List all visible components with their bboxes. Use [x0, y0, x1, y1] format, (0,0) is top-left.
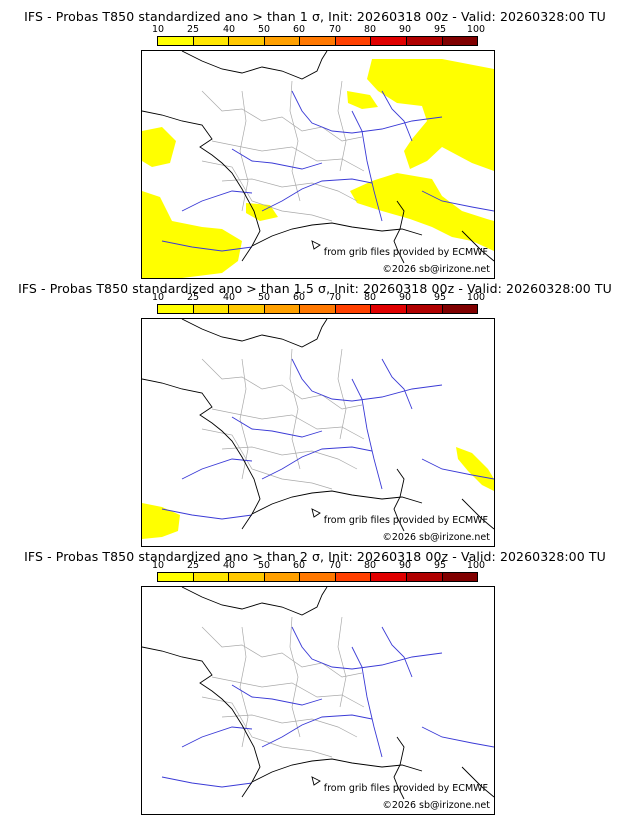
- tick-label: 80: [363, 24, 377, 35]
- colorbar-segment: [158, 305, 194, 313]
- tick-label: 95: [433, 24, 447, 35]
- credit-grib: from grib files provided by ECMWF: [323, 783, 488, 794]
- credit-copyright: ©2026 sb@irizone.net: [382, 532, 490, 543]
- tick-label: 100: [466, 24, 486, 35]
- colorbar-segment: [229, 305, 265, 313]
- tick-label: 80: [363, 560, 377, 571]
- prob-area-iberia: [142, 503, 180, 539]
- prob-area-northeast: [367, 59, 494, 171]
- colorbar: [157, 572, 478, 582]
- colorbar-segment: [229, 37, 265, 45]
- colorbar-segment: [158, 37, 194, 45]
- tick-label: 40: [222, 292, 236, 303]
- map-svg: [142, 51, 494, 278]
- tick-label: 25: [186, 24, 200, 35]
- tick-label: 100: [466, 560, 486, 571]
- colorbar-segment: [300, 305, 336, 313]
- colorbar-segment: [193, 37, 230, 45]
- tick-label: 60: [292, 24, 306, 35]
- colorbar-segment: [193, 305, 230, 313]
- tick-label: 60: [292, 292, 306, 303]
- prob-area-atlantic: [142, 127, 176, 167]
- tick-label: 80: [363, 292, 377, 303]
- tick-label: 90: [398, 560, 412, 571]
- tick-label: 10: [151, 292, 165, 303]
- tick-label: 40: [222, 560, 236, 571]
- credit-grib: from grib files provided by ECMWF: [323, 515, 488, 526]
- colorbar-segment: [335, 573, 372, 581]
- tick-label: 25: [186, 292, 200, 303]
- colorbar-segment: [442, 37, 478, 45]
- tick-label: 50: [257, 24, 271, 35]
- colorbar-segment: [371, 37, 407, 45]
- credit-copyright: ©2026 sb@irizone.net: [382, 264, 490, 275]
- colorbar-tick-labels: 10 25 40 50 60 70 80 90 95 100: [141, 25, 496, 35]
- panel-title: IFS - Probas T850 standardized ano > tha…: [24, 9, 606, 24]
- colorbar-tick-labels: 10 25 40 50 60 70 80 90 95 100: [141, 561, 496, 571]
- tick-label: 70: [328, 560, 342, 571]
- prob-area-italy: [456, 447, 494, 491]
- colorbar-segment: [371, 305, 407, 313]
- tick-label: 90: [398, 24, 412, 35]
- probability-map: from grib files provided by ECMWF ©2026 …: [141, 50, 495, 279]
- colorbar-segment: [406, 305, 443, 313]
- tick-label: 10: [151, 24, 165, 35]
- tick-label: 95: [433, 560, 447, 571]
- prob-area-alps: [350, 173, 494, 251]
- map-svg: [142, 587, 494, 800]
- colorbar-segment: [264, 305, 301, 313]
- tick-label: 100: [466, 292, 486, 303]
- colorbar-segment: [300, 573, 336, 581]
- colorbar-segment: [264, 37, 301, 45]
- tick-label: 40: [222, 24, 236, 35]
- colorbar-segment: [406, 573, 443, 581]
- colorbar-segment: [371, 573, 407, 581]
- colorbar-segment: [406, 37, 443, 45]
- credit-copyright: ©2026 sb@irizone.net: [382, 800, 490, 811]
- colorbar-segment: [335, 37, 372, 45]
- tick-label: 90: [398, 292, 412, 303]
- tick-label: 95: [433, 292, 447, 303]
- probability-map: from grib files provided by ECMWF ©2026 …: [141, 318, 495, 547]
- tick-label: 60: [292, 560, 306, 571]
- colorbar-segment: [300, 37, 336, 45]
- credit-grib: from grib files provided by ECMWF: [323, 247, 488, 258]
- tick-label: 25: [186, 560, 200, 571]
- colorbar-segment: [335, 305, 372, 313]
- colorbar: [157, 304, 478, 314]
- colorbar-segment: [264, 573, 301, 581]
- colorbar: [157, 36, 478, 46]
- tick-label: 50: [257, 292, 271, 303]
- colorbar-tick-labels: 10 25 40 50 60 70 80 90 95 100: [141, 293, 496, 303]
- colorbar-segment: [442, 573, 478, 581]
- panel-title: IFS - Probas T850 standardized ano > tha…: [24, 549, 606, 564]
- tick-label: 70: [328, 24, 342, 35]
- tick-label: 50: [257, 560, 271, 571]
- map-svg: [142, 319, 494, 539]
- colorbar-segment: [158, 573, 194, 581]
- colorbar-segment: [193, 573, 230, 581]
- panel-title: IFS - Probas T850 standardized ano > tha…: [18, 281, 612, 296]
- prob-area-iberia: [142, 191, 242, 278]
- colorbar-segment: [229, 573, 265, 581]
- colorbar-segment: [442, 305, 478, 313]
- tick-label: 70: [328, 292, 342, 303]
- probability-map: from grib files provided by ECMWF ©2026 …: [141, 586, 495, 815]
- tick-label: 10: [151, 560, 165, 571]
- prob-area-benelux: [347, 91, 378, 109]
